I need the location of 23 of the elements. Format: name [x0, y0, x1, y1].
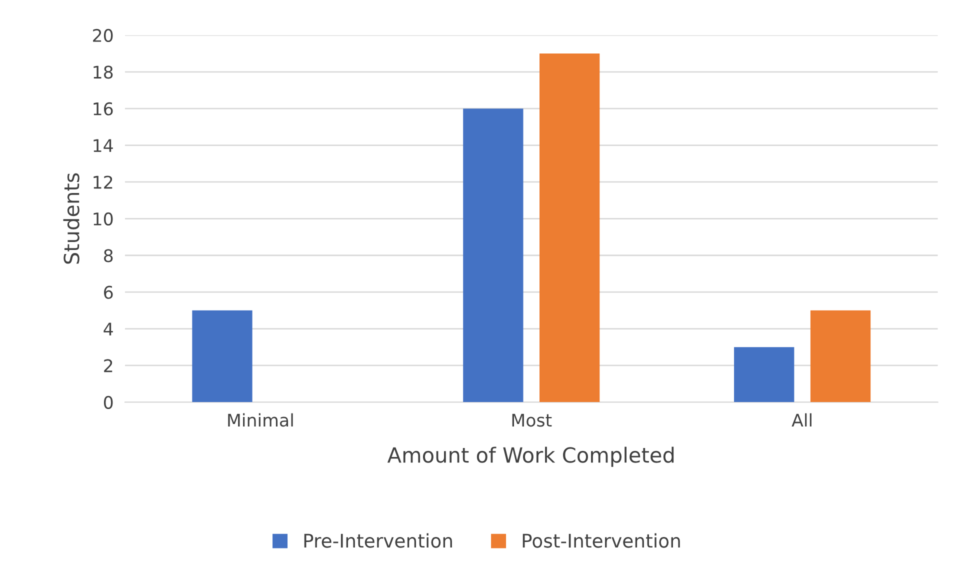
- y-tick-label: 12: [94, 176, 112, 189]
- y-tick-label: 14: [94, 139, 113, 152]
- bar: [540, 54, 600, 402]
- y-tick-label: 6: [104, 286, 113, 299]
- bar: [463, 108, 524, 402]
- x-tick-label: Minimal: [228, 413, 293, 427]
- bar: [192, 310, 252, 402]
- y-tick-label: 4: [104, 322, 113, 336]
- bar: [810, 310, 871, 402]
- bar: [734, 347, 794, 402]
- y-tick-label: 0: [104, 396, 113, 410]
- y-axis-title: Students: [63, 173, 80, 264]
- x-tick-label: All: [792, 413, 812, 426]
- y-tick-label: 8: [104, 249, 113, 262]
- legend-label: Post-Intervention: [522, 533, 680, 548]
- x-axis-title: Amount of Work Completed: [387, 446, 674, 467]
- y-tick-label: 18: [94, 66, 113, 79]
- x-tick-label: Most: [512, 414, 552, 427]
- y-tick-label: 20: [93, 28, 113, 42]
- legend-label: Pre-Intervention: [304, 533, 452, 548]
- y-tick-label: 10: [94, 212, 113, 226]
- y-tick-label: 2: [104, 359, 112, 372]
- y-tick-label: 16: [94, 102, 113, 116]
